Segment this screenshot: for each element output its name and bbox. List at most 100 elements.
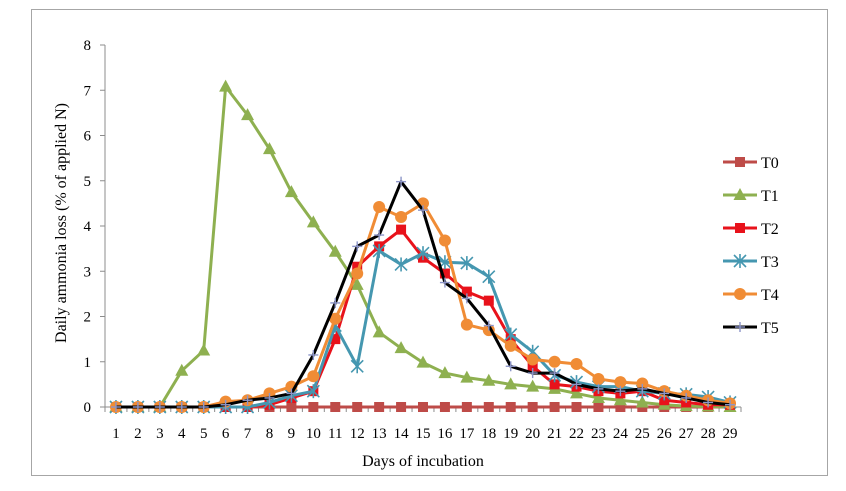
data-point-t4 (570, 358, 583, 371)
data-point-t1 (372, 325, 386, 338)
data-point-t3 (372, 243, 386, 258)
series-t4 (109, 197, 737, 413)
data-point-t5 (264, 392, 275, 403)
legend-item-t5: T5 (723, 320, 779, 337)
y-tick-label: 1 (84, 355, 92, 371)
x-tick-label: 29 (723, 426, 738, 442)
series-layer (109, 79, 737, 414)
legend-marker-t0 (735, 157, 745, 167)
data-point-t0 (593, 402, 604, 412)
x-tick-label: 25 (635, 426, 650, 442)
data-point-t5 (132, 402, 143, 412)
x-tick-label: 22 (569, 426, 584, 442)
x-tick-label: 5 (200, 426, 208, 442)
data-point-t4 (395, 210, 408, 223)
data-point-t2 (461, 286, 472, 297)
x-tick-label: 19 (503, 426, 518, 442)
y-tick-label: 6 (84, 129, 92, 145)
legend-label-t1: T1 (761, 188, 779, 205)
x-tick-label: 26 (657, 426, 673, 442)
x-tick-label: 27 (679, 426, 695, 442)
data-point-t1 (526, 379, 540, 392)
y-tick-label: 8 (84, 38, 92, 54)
x-tick-label: 4 (178, 426, 186, 442)
x-axis-label: Days of incubation (362, 453, 484, 470)
data-point-t5 (286, 388, 297, 399)
data-point-t3 (416, 246, 430, 261)
data-point-t1 (394, 341, 408, 354)
data-point-t4 (307, 370, 320, 383)
data-point-t1 (262, 142, 276, 155)
data-point-t5 (571, 379, 582, 390)
x-tick-label: 21 (547, 426, 562, 442)
legend-marker-t5 (735, 322, 745, 332)
legend-marker-t3 (733, 254, 747, 268)
data-point-t5 (593, 383, 604, 394)
data-point-t3 (350, 359, 364, 374)
data-point-t0 (549, 402, 560, 412)
data-point-t4 (592, 372, 605, 385)
data-point-t4 (548, 355, 561, 368)
x-tick-label: 3 (156, 426, 164, 442)
data-point-t0 (615, 402, 626, 412)
series-t1 (109, 79, 737, 412)
x-tick-label: 13 (372, 426, 387, 442)
data-point-t0 (418, 402, 428, 412)
data-point-t5 (220, 399, 231, 410)
x-tick-label: 24 (613, 426, 629, 442)
x-tick-label: 7 (244, 426, 252, 442)
data-point-t5 (461, 293, 472, 304)
data-point-t4 (438, 234, 451, 247)
data-point-t0 (396, 402, 407, 412)
y-tick-label: 5 (84, 174, 92, 190)
x-tick-label: 12 (350, 426, 365, 442)
data-point-t0 (571, 402, 582, 412)
data-point-t3 (504, 327, 518, 342)
legend-label-t2: T2 (761, 221, 779, 238)
x-tick-label: 14 (394, 426, 410, 442)
data-point-t1 (416, 355, 430, 368)
data-point-t3 (306, 384, 320, 399)
data-point-t2 (483, 295, 494, 306)
x-tick-label: 20 (525, 426, 540, 442)
data-point-t0 (527, 402, 538, 412)
data-point-t5 (505, 361, 516, 372)
data-point-t5 (659, 388, 670, 399)
x-tick-label: 9 (288, 426, 296, 442)
x-tick-label: 10 (306, 426, 321, 442)
data-point-t0 (286, 402, 297, 412)
data-point-t0 (352, 402, 363, 412)
data-point-t4 (636, 377, 649, 390)
legend-marker-t4 (734, 288, 746, 300)
data-point-t0 (374, 402, 385, 412)
data-point-t3 (394, 257, 408, 272)
data-point-t4 (373, 200, 386, 213)
data-point-t5 (725, 399, 736, 410)
data-point-t0 (308, 402, 319, 412)
legend-marker-t1 (733, 188, 747, 200)
x-tick-label: 11 (328, 426, 342, 442)
data-point-t5 (703, 397, 714, 408)
data-point-t5 (110, 402, 121, 412)
data-point-t5 (242, 395, 253, 406)
y-tick-label: 7 (84, 83, 92, 99)
x-tick-label: 6 (222, 426, 230, 442)
data-point-t0 (505, 402, 516, 412)
data-point-t4 (351, 267, 364, 280)
data-point-t1 (504, 377, 518, 390)
legend-item-t2: T2 (723, 221, 779, 238)
data-point-t3 (482, 269, 496, 284)
x-tick-label: 1 (112, 426, 120, 442)
y-axis-label: Daily ammonia loss (% of applied N) (53, 103, 70, 343)
data-point-t5 (308, 349, 319, 360)
x-tick-label: 17 (459, 426, 475, 442)
legend-label-t5: T5 (761, 320, 779, 337)
data-point-t5 (154, 402, 165, 412)
data-point-t5 (396, 176, 407, 187)
data-point-t1 (197, 343, 211, 356)
data-point-t5 (637, 383, 648, 394)
data-point-t1 (328, 244, 342, 257)
data-point-t5 (549, 368, 560, 379)
y-tick-label: 4 (84, 219, 92, 235)
data-point-t1 (241, 108, 255, 121)
